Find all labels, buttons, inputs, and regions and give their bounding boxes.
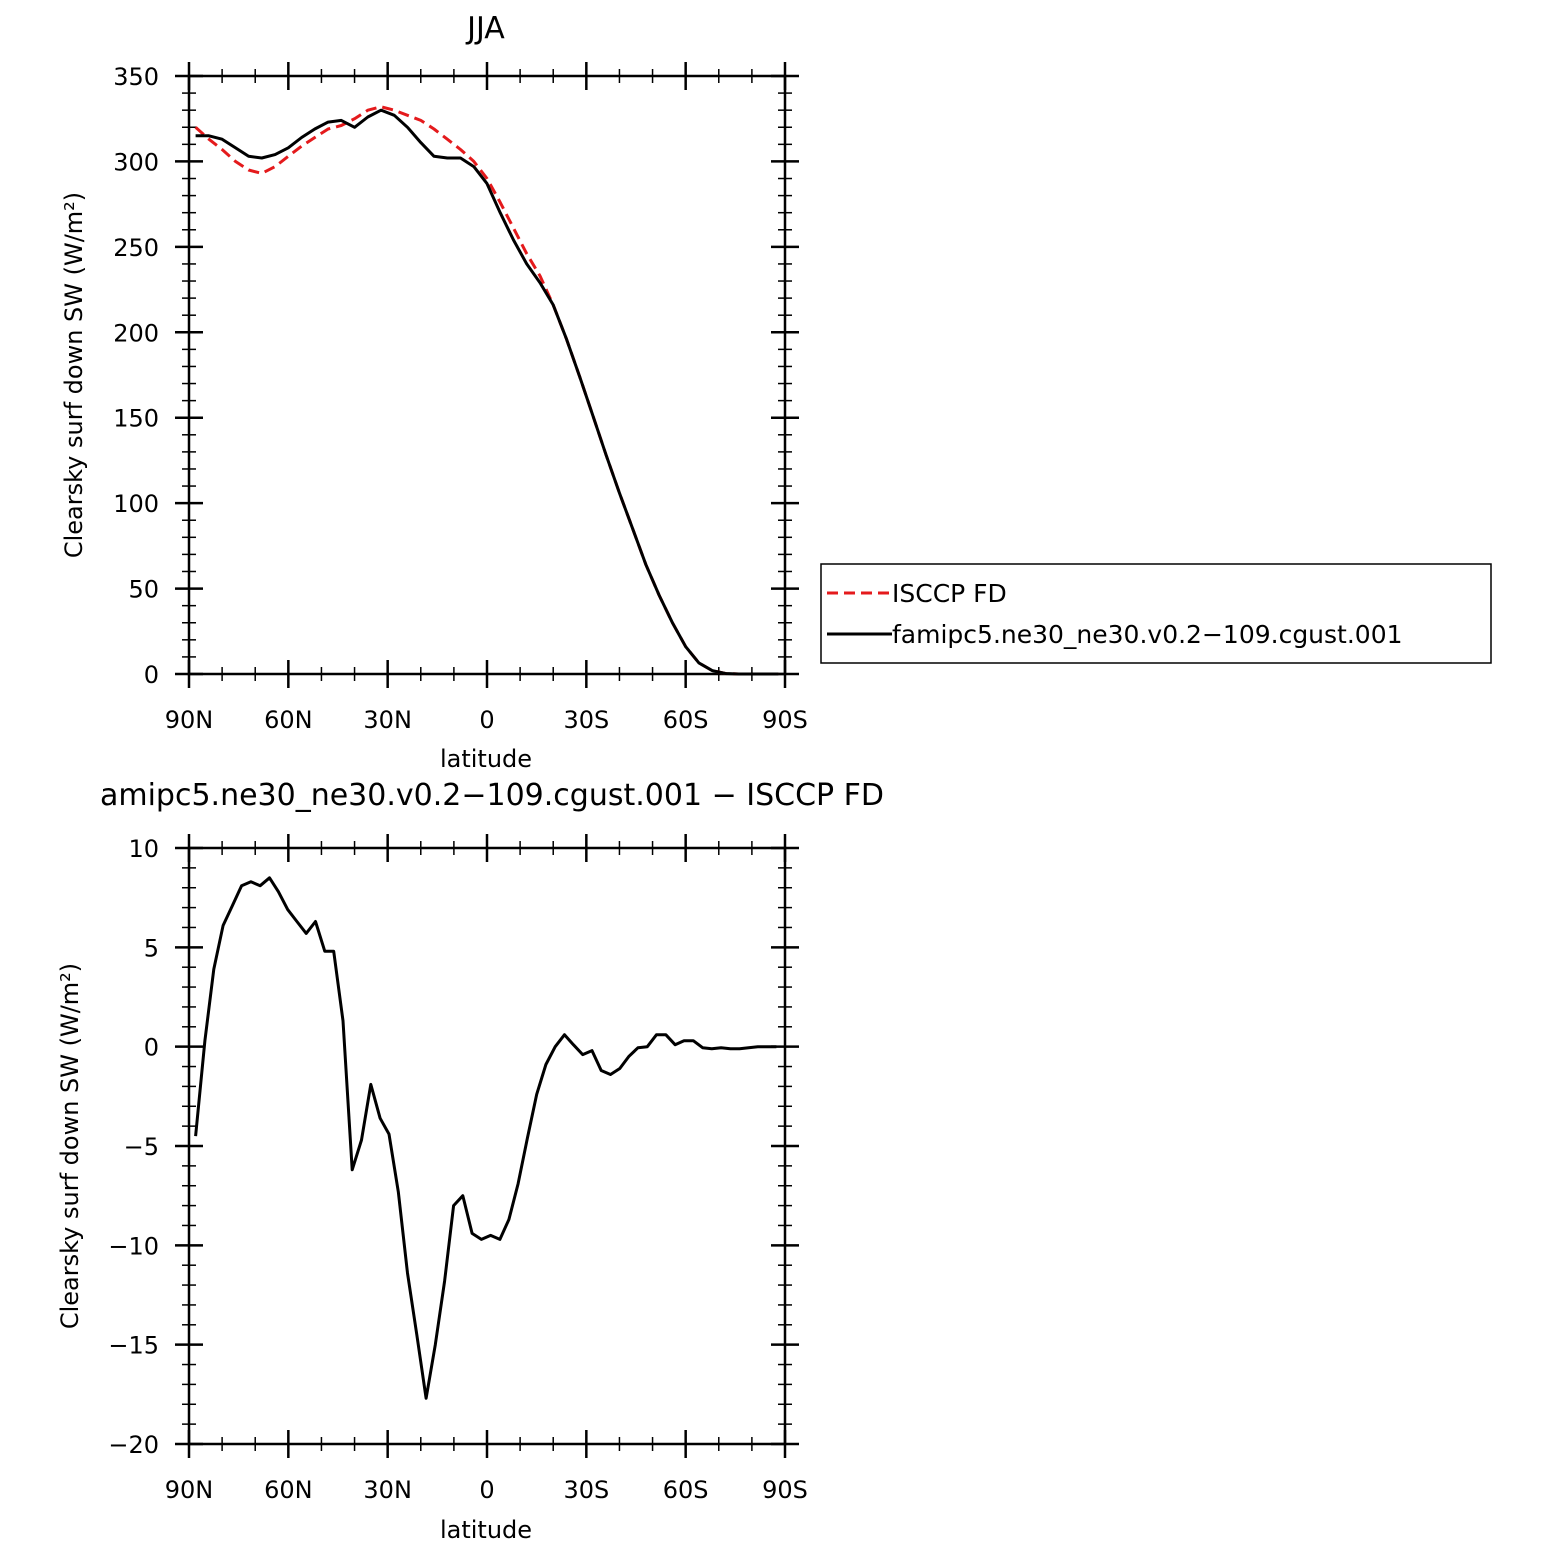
- y-tick-label: −10: [108, 1232, 159, 1260]
- x-tick-label: 90N: [165, 1476, 214, 1504]
- y-tick-label: 250: [113, 234, 159, 262]
- x-tick-label: 30S: [563, 706, 609, 734]
- x-tick-label: 30N: [363, 706, 412, 734]
- x-tick-label: 0: [479, 706, 494, 734]
- x-tick-labels: 90N 60N 30N 0 30S 60S 90S: [165, 706, 808, 734]
- panel-title: JJA: [465, 11, 505, 46]
- x-tick-label: 60S: [663, 706, 709, 734]
- x-tick-label: 30S: [563, 1476, 609, 1504]
- y-tick-label: 0: [144, 661, 159, 689]
- legend-box: [820, 563, 1492, 664]
- x-tick-label: 60N: [264, 1476, 313, 1504]
- tick-marks: [175, 834, 799, 1458]
- y-tick-labels: −20 −15 −10 −5 0 5 10: [108, 835, 159, 1459]
- y-tick-label: 100: [113, 490, 159, 518]
- y-tick-label: 5: [144, 934, 159, 962]
- x-tick-label: 30N: [363, 1476, 412, 1504]
- x-tick-label: 90N: [165, 706, 214, 734]
- series-line-difference: [194, 876, 777, 1400]
- panel-top: JJA 90N 60N 30N 0 30S 60S 90S 0 50 100 150 200 250 3…: [60, 11, 1492, 773]
- y-axis-title: Clearsky surf down SW (W/m²): [56, 963, 84, 1329]
- series-line-model: [195, 108, 779, 676]
- series-lines: [194, 876, 777, 1400]
- x-tick-label: 90S: [762, 706, 808, 734]
- y-tick-label: −5: [124, 1133, 159, 1161]
- y-axis-title: Clearsky surf down SW (W/m²): [60, 192, 88, 558]
- y-tick-label: 50: [128, 576, 159, 604]
- x-tick-label: 60S: [663, 1476, 709, 1504]
- x-tick-label: 90S: [762, 1476, 808, 1504]
- panel-title: amipc5.ne30_ne30.v0.2−109.cgust.001 − IS…: [100, 778, 884, 813]
- x-axis-title: latitude: [440, 1516, 532, 1544]
- y-tick-label: −20: [108, 1431, 159, 1459]
- y-tick-labels: 0 50 100 150 200 250 300 350: [113, 63, 159, 689]
- tick-marks: [175, 62, 799, 688]
- x-tick-label: 0: [479, 1476, 494, 1504]
- x-tick-labels: 90N 60N 30N 0 30S 60S 90S: [165, 1476, 808, 1504]
- series-lines: [194, 105, 779, 676]
- series-line-isccp: [194, 105, 779, 676]
- y-tick-label: 200: [113, 319, 159, 347]
- y-tick-label: 150: [113, 405, 159, 433]
- legend-label-isccp: ISCCP FD: [892, 579, 1007, 608]
- legend: ISCCP FD famipc5.ne30_ne30.v0.2−109.cgus…: [820, 563, 1492, 664]
- plot-frame: [187, 846, 787, 1446]
- x-tick-label: 60N: [264, 706, 313, 734]
- legend-label-model: famipc5.ne30_ne30.v0.2−109.cgust.001: [892, 620, 1403, 649]
- plot-frame: [187, 74, 787, 676]
- y-tick-label: 350: [113, 63, 159, 91]
- y-tick-label: 10: [128, 835, 159, 863]
- panel-bottom: amipc5.ne30_ne30.v0.2−109.cgust.001 − IS…: [56, 778, 884, 1544]
- y-tick-label: −15: [108, 1332, 159, 1360]
- x-axis-title: latitude: [440, 745, 532, 773]
- y-tick-label: 0: [144, 1034, 159, 1062]
- y-tick-label: 300: [113, 148, 159, 176]
